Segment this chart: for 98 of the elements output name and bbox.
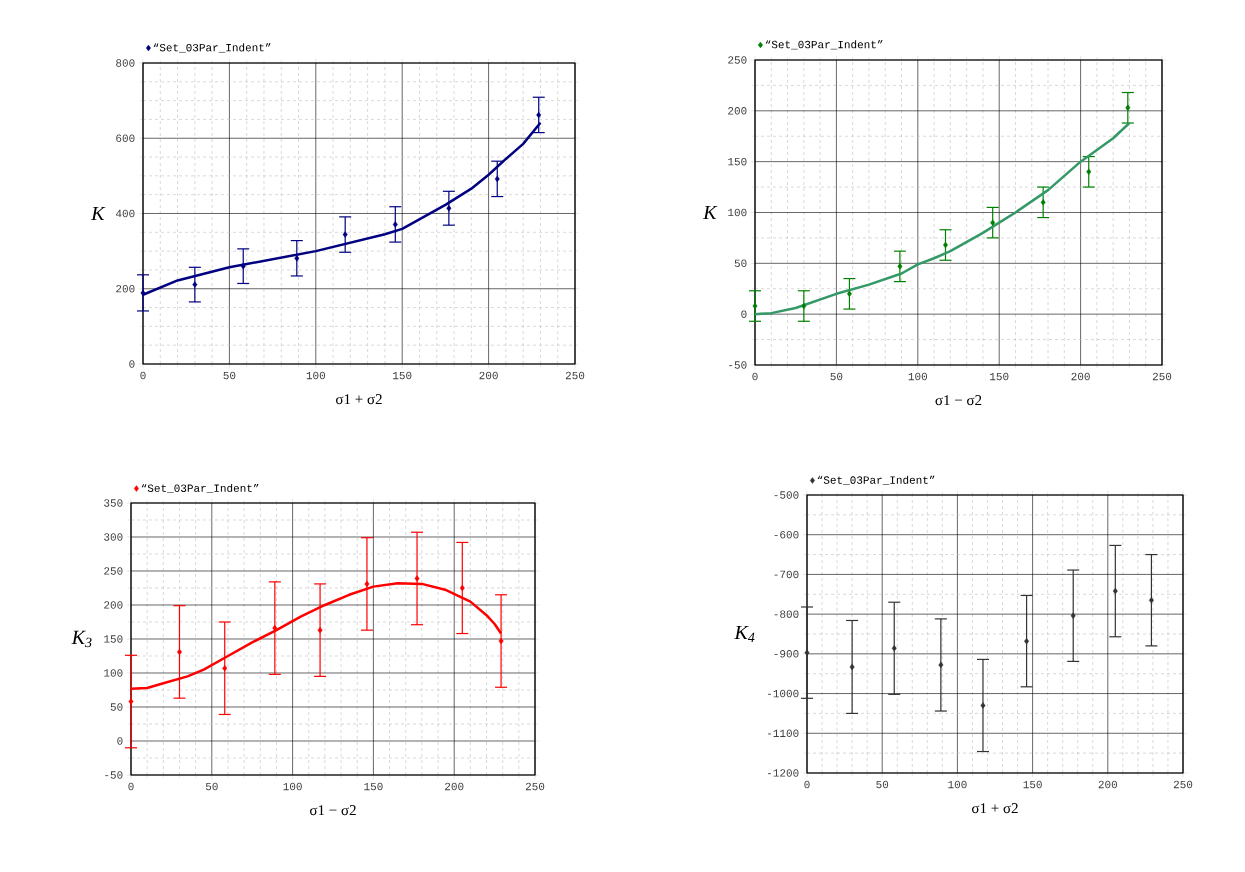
x-axis-title: σ1 − σ2 [935,395,982,406]
x-axis-title: σ1 − σ2 [310,805,356,816]
y-tick-label: -50 [105,771,123,779]
line-series [753,121,1131,316]
y-tick-label: 350 [104,499,123,507]
x-tick-label: 100 [283,782,302,791]
x-tick-label: 250 [1152,372,1172,381]
x-tick-label: 0 [752,372,758,381]
point [752,302,758,310]
x-tick-label: 250 [565,371,585,380]
y-tick-label: 250 [728,56,747,64]
y-tick-label: 0 [129,360,135,368]
point [446,205,452,212]
x-tick-label: 250 [1173,780,1193,789]
y-tick-label: 0 [117,737,123,745]
legend-label: “Set_03Par_Indent” [817,475,935,485]
x-tick-label: 50 [830,372,843,381]
legend-label: “Set_03Par_Indent” [153,43,271,53]
point [891,645,897,652]
y-tick-label: -600 [774,530,799,539]
point [1086,168,1092,176]
point [240,262,246,270]
point [849,663,855,671]
point [140,289,146,297]
x-tick-label: 100 [908,372,928,381]
y-tick-label: 200 [104,601,123,609]
x-tick-label: 250 [525,782,545,791]
x-axis-title: σ1 + σ2 [972,803,1018,814]
x-tick-label: 150 [393,371,412,380]
point [494,175,500,183]
y-tick-label: -700 [774,570,799,579]
point [222,665,228,672]
point [414,575,420,582]
x-tick-label: 0 [140,371,146,380]
legend-label: “Set_03Par_Indent” [765,40,883,50]
point [980,702,986,709]
y-tick-label: 600 [116,134,135,142]
y-tick-label: -900 [774,650,799,658]
x-tick-label: 150 [990,372,1009,381]
point [342,231,348,238]
point [801,302,807,310]
x-tick-label: 50 [223,371,236,380]
point [392,221,398,228]
point [1070,612,1076,619]
point [1112,587,1118,595]
x-tick-label: 0 [804,780,810,789]
y-axis-title: K$_{4}$ [734,625,755,643]
point [938,661,944,669]
x-tick-label: 100 [306,371,326,380]
point [192,281,198,288]
y-tick-label: 150 [104,635,123,643]
y-tick-label: 0 [741,310,747,318]
point [990,219,996,226]
y-tick-label: 50 [734,259,747,268]
y-axis-title: K$_{3}$ [71,630,92,648]
point [128,698,134,705]
legend-label: “Set_03Par_Indent” [141,483,259,494]
y-tick-label: 100 [104,669,123,677]
y-tick-label: -50 [729,361,747,369]
y-tick-label: 200 [728,107,747,115]
y-tick-label: 400 [115,209,135,218]
y-tick-label: 100 [728,208,747,217]
point [1148,597,1154,604]
point [1125,104,1131,111]
x-tick-label: 100 [948,780,967,789]
point [294,255,300,262]
y-axis-title: K [90,206,106,221]
x-tick-label: 50 [876,780,889,789]
x-tick-label: 200 [1098,780,1118,789]
point [536,111,542,119]
point [317,626,323,634]
y-tick-label: 150 [728,157,747,166]
y-axis-title: K [702,205,718,220]
point [846,290,852,298]
point [804,649,810,656]
y-tick-label: 300 [104,533,123,541]
y-tick-label: -1200 [767,769,799,777]
point [897,263,903,270]
y-tick-label: 800 [116,59,135,67]
x-tick-label: 150 [1023,780,1042,789]
y-tick-label: 250 [104,567,123,575]
point [498,637,504,645]
x-tick-label: 200 [479,371,498,380]
y-tick-label: -1000 [767,689,799,698]
point [1024,637,1030,645]
point [459,584,465,592]
y-tick-label: 200 [116,285,135,293]
y-tick-label: 50 [110,703,123,711]
x-tick-label: 200 [1071,372,1090,381]
x-tick-label: 150 [364,782,383,791]
y-tick-label: -500 [774,491,799,499]
x-axis-title: σ1 + σ2 [336,394,382,405]
x-tick-label: 50 [205,782,218,791]
point [1040,199,1046,206]
y-tick-label: -800 [774,610,799,618]
point [364,580,370,588]
x-tick-label: 200 [445,782,464,791]
y-tick-label: -1100 [767,729,799,738]
